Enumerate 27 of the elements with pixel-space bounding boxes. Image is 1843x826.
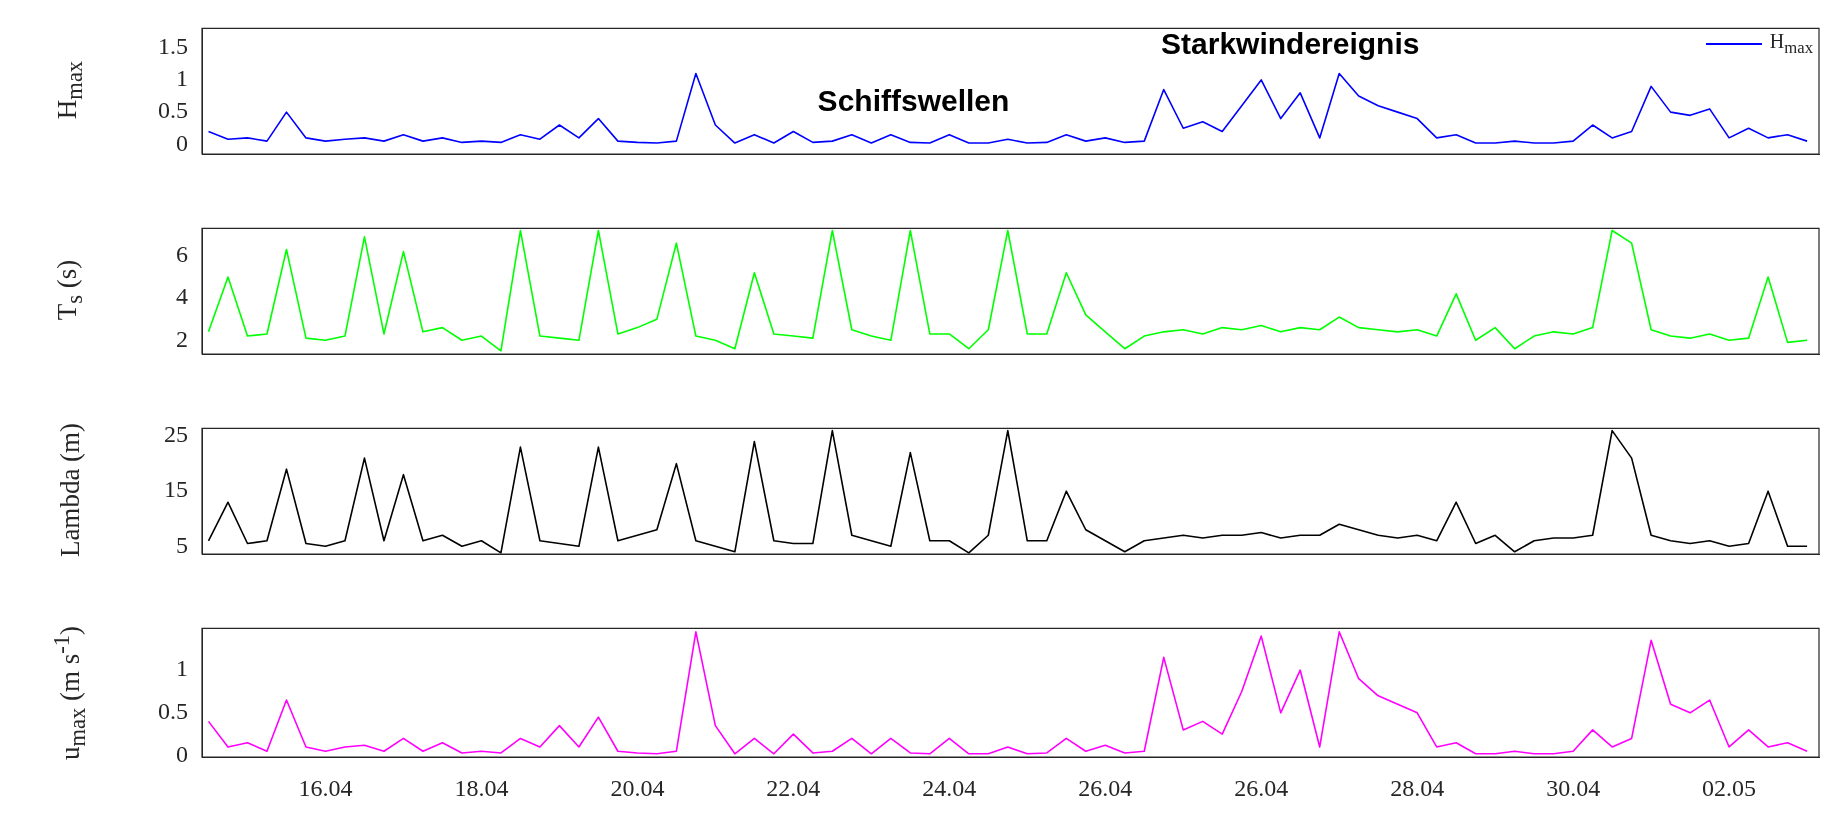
x-tick-label: 18.04 (454, 774, 509, 801)
x-tick-label: 02.05 (1702, 774, 1757, 801)
y-tick-label: 1 (176, 65, 188, 92)
y-tick-label: 0 (176, 129, 188, 156)
y-tick-label: 2 (176, 325, 188, 352)
x-tick-label: 20.04 (610, 774, 665, 801)
x-tick-label: 26.04 (1234, 774, 1289, 801)
y-tick-label: 0.5 (158, 698, 188, 725)
y-axis-title: Lambda (m) (54, 422, 86, 558)
y-tick-label: 6 (176, 241, 188, 268)
legend-label: H$_{max}$ (1769, 30, 1813, 58)
x-tick-label: 16.04 (298, 774, 353, 801)
x-tick-label: 22.04 (766, 774, 821, 801)
y-tick-label: 25 (164, 421, 188, 448)
x-tick-label: 30.04 (1546, 774, 1601, 801)
y-tick-label: 0.5 (158, 97, 188, 124)
annotation: Starkwindereignis (1161, 27, 1420, 61)
y-tick-label: 15 (164, 476, 188, 503)
annotation: Schiffswellen (817, 83, 1010, 117)
x-tick-label: 26.04 (1078, 774, 1133, 801)
y-tick-label: 4 (176, 283, 188, 310)
x-tick-label: 24.04 (922, 774, 977, 801)
y-tick-label: 1.5 (158, 33, 188, 60)
y-tick-label: 1 (176, 655, 188, 682)
x-tick-label: 28.04 (1390, 774, 1445, 801)
y-tick-label: 5 (176, 531, 188, 558)
y-tick-label: 0 (176, 740, 188, 767)
